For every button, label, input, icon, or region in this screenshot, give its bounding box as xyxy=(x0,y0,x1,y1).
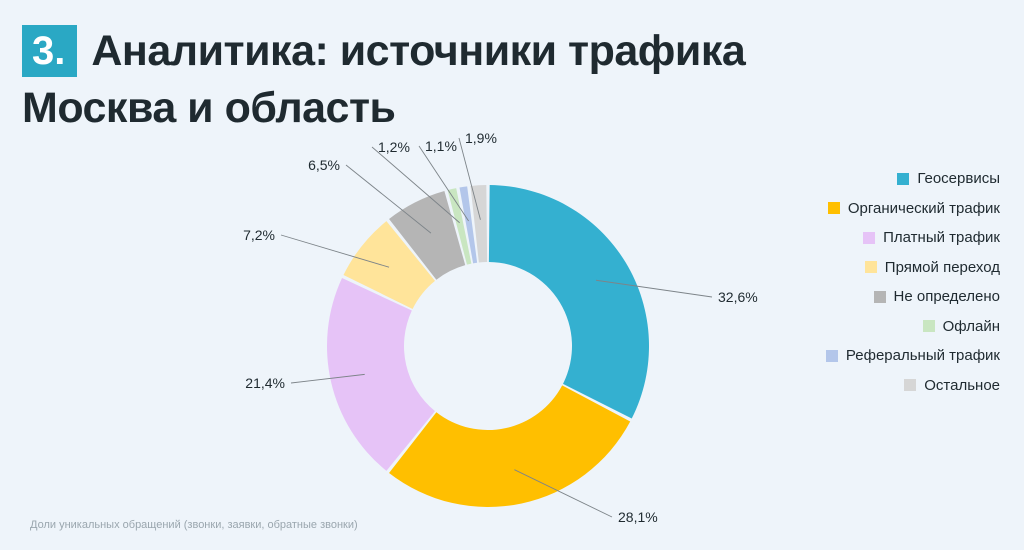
data-label-6: 1,2% xyxy=(378,139,410,155)
legend-label: Геосервисы xyxy=(917,170,1000,188)
donut-slice-7 xyxy=(459,186,478,264)
legend-swatch xyxy=(827,202,840,215)
legend-item-5: Не определено xyxy=(826,282,1000,312)
legend-item-2: Органический трафик xyxy=(826,194,1000,224)
donut-slice-2 xyxy=(389,385,631,507)
leader-line-6 xyxy=(371,146,460,224)
legend-item-3: Платный трафик xyxy=(826,223,1000,253)
legend-swatch xyxy=(864,261,877,274)
legend-label: Офлайн xyxy=(942,317,1000,335)
donut-slice-6 xyxy=(447,188,472,265)
leader-line-2 xyxy=(514,469,613,518)
data-label-2: 28,1% xyxy=(618,509,658,525)
data-label-3: 21,4% xyxy=(245,375,285,391)
legend-swatch xyxy=(922,320,935,333)
legend-item-1: Геосервисы xyxy=(826,164,1000,194)
donut-slice-1 xyxy=(488,185,649,419)
legend-item-7: Реферальный трафик xyxy=(825,341,1000,371)
leader-line-1 xyxy=(596,279,713,298)
legend-label: Реферальный трафик xyxy=(845,347,1000,365)
legend-label: Остальное xyxy=(924,376,1000,394)
legend-swatch xyxy=(863,231,876,244)
title-subtitle: Москва и область xyxy=(22,84,396,132)
title-text: Аналитика: источники трафика xyxy=(91,26,746,75)
donut-slice-4 xyxy=(343,221,436,309)
leader-line-5 xyxy=(345,164,432,234)
footnote: Доли уникальных обращений (звонки, заявк… xyxy=(30,519,358,531)
data-label-5: 6,5% xyxy=(308,157,340,173)
data-label-8: 1,9% xyxy=(465,130,497,146)
donut-slice-8 xyxy=(470,185,488,263)
legend-item-6: Офлайн xyxy=(826,312,1000,342)
data-label-7: 1,1% xyxy=(425,138,457,154)
donut-slice-5 xyxy=(389,191,466,280)
section-number-badge: 3. xyxy=(22,25,78,77)
title-line-1: 3. Аналитика: источники трафика xyxy=(22,20,746,82)
legend-swatch xyxy=(873,290,886,303)
leader-line-3 xyxy=(290,373,365,384)
leader-line-7 xyxy=(418,145,469,222)
leader-line-8 xyxy=(458,137,481,220)
legend-item-8: Остальное xyxy=(826,371,1000,401)
legend-swatch xyxy=(825,349,838,362)
legend-label: Органический трафик xyxy=(847,199,1000,217)
leader-line-4 xyxy=(280,234,390,268)
legend-label: Платный трафик xyxy=(883,229,1000,247)
legend-label: Прямой переход xyxy=(884,258,1000,276)
page-title: 3. Аналитика: источники трафика Москва и… xyxy=(22,20,746,133)
data-label-1: 32,6% xyxy=(718,289,758,305)
legend-label: Не определено xyxy=(893,288,1000,306)
chart-legend: Геосервисы Органический трафик Платный тра… xyxy=(825,164,1000,401)
legend-swatch xyxy=(904,379,917,392)
data-label-4: 7,2% xyxy=(243,227,275,243)
legend-item-4: Прямой переход xyxy=(826,253,1000,283)
donut-slice-3 xyxy=(327,278,436,471)
legend-swatch xyxy=(897,172,910,185)
